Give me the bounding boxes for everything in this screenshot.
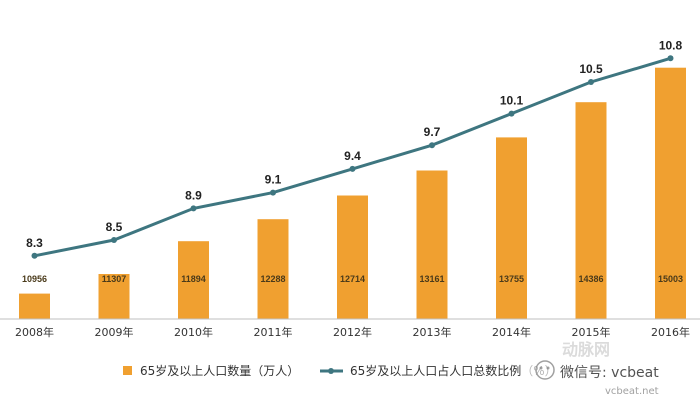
line-point xyxy=(270,189,276,196)
bar-value-label: 15003 xyxy=(658,274,683,284)
line-value-label: 9.7 xyxy=(424,125,441,139)
watermark-backdrop xyxy=(524,354,700,403)
line-data-labels: 8.3 8.5 8.9 9.1 9.4 9.7 10.1 10.5 10.8 xyxy=(26,38,682,250)
bar-2011年 xyxy=(257,219,289,319)
line-point xyxy=(31,252,38,259)
x-tick-label: 2009年 xyxy=(95,325,134,339)
bar-2016年 xyxy=(655,67,686,319)
wechat-logo-eye-left xyxy=(539,366,543,370)
watermark: 动脉网 微信号: vcbeat vcbeat.net xyxy=(524,340,700,403)
bar-2008年 xyxy=(19,293,50,319)
line-point xyxy=(349,165,356,172)
line-value-label: 8.3 xyxy=(26,236,43,250)
bar-value-label: 13161 xyxy=(419,274,444,284)
line-points xyxy=(31,55,674,259)
legend-bar-swatch xyxy=(123,366,132,375)
x-tick-label: 2010年 xyxy=(174,325,213,339)
legend-line-label: 65岁及以上人口占人口总数比例（%） xyxy=(350,363,557,378)
wechat-logo-eye-right xyxy=(546,366,550,370)
wechat-logo-icon xyxy=(535,360,555,380)
bar-value-label: 10956 xyxy=(22,274,47,284)
bar-value-label: 11307 xyxy=(102,274,127,284)
legend-line-marker xyxy=(328,368,334,374)
line-value-label: 8.9 xyxy=(185,188,202,202)
line-value-label: 9.4 xyxy=(344,149,361,163)
x-tick-labels: 2008年 2009年 2010年 2011年 2012年 2013年 2014年 2015年… xyxy=(15,325,690,339)
bar-series xyxy=(19,67,686,319)
watermark-site-name: 动脉网 xyxy=(562,340,610,359)
bar-2012年 xyxy=(337,195,368,319)
line-point xyxy=(429,142,435,149)
watermark-domain: vcbeat.net xyxy=(605,386,659,397)
line-value-label: 8.5 xyxy=(106,220,123,234)
line-value-label: 10.8 xyxy=(659,38,683,52)
x-tick-label: 2014年 xyxy=(492,325,531,339)
x-tick-label: 2015年 xyxy=(572,325,611,339)
x-tick-label: 2016年 xyxy=(651,325,690,339)
x-tick-label: 2008年 xyxy=(15,325,54,339)
bar-2015年 xyxy=(575,102,607,319)
x-tick-label: 2012年 xyxy=(333,325,372,339)
watermark-wechat-id: 微信号: vcbeat xyxy=(560,365,659,381)
x-tick-label: 2013年 xyxy=(413,325,452,339)
x-tick-label: 2011年 xyxy=(254,325,293,339)
line-point xyxy=(588,79,594,85)
line-point xyxy=(111,237,117,243)
bar-data-labels: 10956 11307 11894 12288 12714 13161 13755 14386… xyxy=(22,274,683,284)
line-point xyxy=(190,205,197,212)
bar-value-label: 12714 xyxy=(340,274,365,284)
bar-value-label: 11894 xyxy=(181,274,206,284)
legend-bar-label: 65岁及以上人口数量（万人） xyxy=(140,363,299,378)
bar-2009年 xyxy=(98,274,130,319)
line-point xyxy=(667,55,674,62)
bar-2013年 xyxy=(416,170,448,319)
line-value-label: 10.1 xyxy=(500,94,524,108)
bar-2010年 xyxy=(178,241,209,319)
bar-value-label: 14386 xyxy=(578,274,603,284)
legend: 65岁及以上人口数量（万人） 65岁及以上人口占人口总数比例（%） xyxy=(123,363,557,378)
bar-value-label: 13755 xyxy=(499,274,524,284)
bar-2014年 xyxy=(496,137,527,319)
line-value-label: 9.1 xyxy=(265,173,282,187)
line-point xyxy=(508,110,515,117)
bar-value-label: 12288 xyxy=(260,274,285,284)
line-value-label: 10.5 xyxy=(579,62,603,76)
